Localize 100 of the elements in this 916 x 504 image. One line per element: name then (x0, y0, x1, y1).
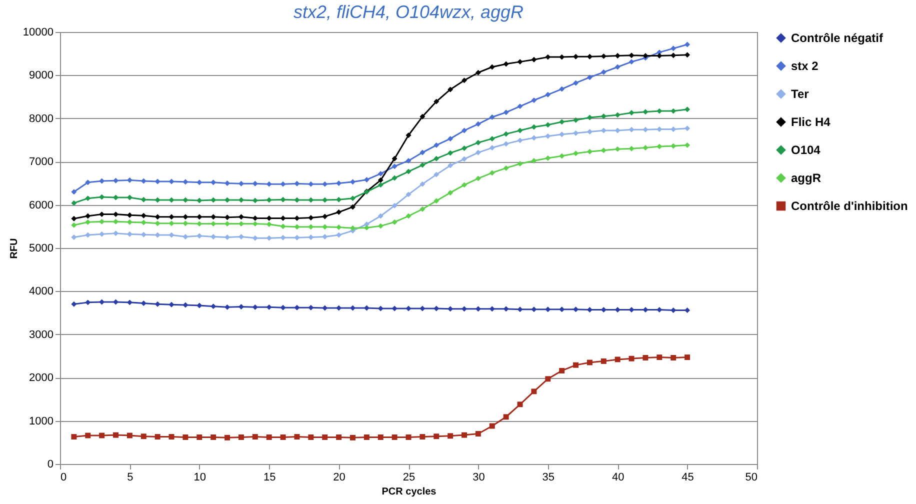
point (559, 86, 565, 92)
point (462, 78, 467, 84)
point (517, 128, 523, 134)
point (113, 432, 118, 438)
point (140, 212, 146, 218)
x-axis-title: PCR cycles (382, 486, 437, 498)
x-tick-label: 40 (612, 472, 624, 484)
legend-label: Ter (791, 87, 810, 101)
point (434, 434, 440, 440)
point (336, 180, 342, 186)
point (434, 156, 440, 162)
point (614, 64, 620, 70)
point (475, 176, 481, 182)
point (517, 104, 523, 110)
point (475, 121, 481, 127)
x-tick-label: 5 (127, 472, 134, 484)
legend-label: aggR (791, 171, 822, 185)
point (378, 434, 384, 440)
point (336, 232, 342, 238)
point (168, 302, 174, 308)
point (182, 234, 188, 240)
point (420, 162, 426, 168)
point (448, 136, 454, 142)
point (614, 146, 620, 152)
point (113, 230, 118, 236)
point (420, 206, 426, 212)
point (614, 112, 620, 118)
point (252, 215, 258, 221)
point (448, 162, 454, 168)
point (378, 223, 384, 229)
point (182, 179, 188, 185)
point (503, 414, 509, 420)
legend-label: Contrôle négatif (791, 31, 884, 45)
point (196, 214, 202, 220)
y-tick-label: 10000 (22, 26, 54, 38)
point (600, 69, 606, 75)
point (252, 235, 258, 241)
point (154, 178, 160, 184)
point (684, 52, 690, 58)
point (628, 52, 634, 58)
point (322, 214, 328, 220)
point (350, 305, 356, 311)
point (168, 214, 174, 220)
point (475, 70, 481, 76)
point (280, 181, 286, 187)
point (350, 179, 356, 185)
point (196, 302, 202, 308)
point (280, 434, 286, 440)
point (126, 212, 132, 218)
point (462, 156, 467, 162)
point (684, 42, 690, 48)
legend-label: Flic H4 (791, 115, 831, 129)
point (586, 74, 592, 80)
point (364, 177, 370, 182)
point (489, 64, 495, 70)
point (308, 234, 314, 240)
legend-label: Contrôle d'inhibition (791, 199, 908, 213)
point (545, 155, 551, 161)
point (475, 431, 481, 436)
point (210, 180, 216, 186)
point (71, 200, 77, 206)
point (489, 114, 495, 120)
point (85, 213, 91, 219)
point (670, 46, 676, 52)
point (168, 197, 174, 203)
point (545, 122, 551, 128)
x-tick-label: 45 (682, 472, 694, 484)
point (182, 214, 188, 220)
y-tick-label: 5000 (29, 242, 54, 254)
point (392, 202, 398, 208)
x-tick-label: 20 (333, 472, 346, 484)
point (322, 234, 328, 240)
point (85, 219, 91, 225)
point (670, 354, 676, 360)
point (294, 224, 300, 230)
point (406, 168, 412, 174)
point (266, 197, 272, 203)
point (462, 432, 467, 438)
point (294, 197, 300, 203)
y-tick-label: 0 (47, 458, 54, 470)
point (392, 156, 398, 162)
point (614, 356, 620, 362)
point (210, 234, 216, 240)
point (252, 434, 258, 440)
point (614, 53, 620, 58)
point (336, 209, 342, 215)
point (517, 402, 523, 408)
point (559, 132, 565, 138)
point (434, 98, 440, 104)
point (113, 178, 118, 184)
point (628, 356, 634, 362)
point (586, 148, 592, 154)
point (71, 234, 77, 240)
point (71, 222, 77, 228)
point (573, 80, 579, 86)
point (378, 182, 384, 188)
point (684, 307, 690, 313)
point (503, 306, 509, 312)
point (475, 140, 481, 146)
point (154, 434, 160, 440)
